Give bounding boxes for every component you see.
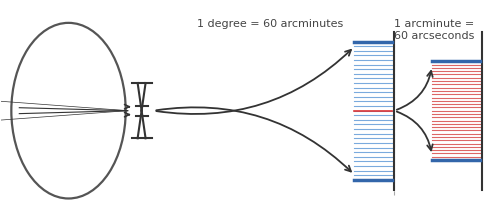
Text: 1 arcminute =
60 arcseconds: 1 arcminute = 60 arcseconds bbox=[394, 19, 474, 41]
Text: 1 degree = 60 arcminutes: 1 degree = 60 arcminutes bbox=[197, 19, 343, 29]
